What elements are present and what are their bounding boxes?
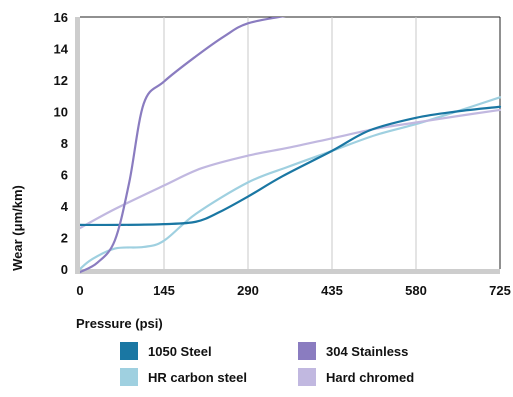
x-tick-label: 290 bbox=[237, 283, 259, 298]
x-axis-bar bbox=[75, 269, 500, 274]
legend-label: 304 Stainless bbox=[326, 344, 408, 359]
legend-item-hard-chromed: Hard chromed bbox=[298, 368, 414, 386]
series-line-hr-carbon-steel bbox=[80, 96, 502, 271]
y-axis-title: Wear (μm/km) bbox=[10, 185, 25, 271]
legend: 1050 Steel 304 Stainless HR carbon steel Ha… bbox=[120, 342, 414, 386]
x-axis-title: Pressure (psi) bbox=[76, 316, 163, 331]
legend-label: Hard chromed bbox=[326, 370, 414, 385]
y-tick-label: 8 bbox=[61, 136, 68, 151]
y-tick-label: 14 bbox=[54, 42, 69, 57]
x-tick-labels: 0 145 290 435 580 725 bbox=[76, 283, 510, 298]
y-tick-label: 6 bbox=[61, 168, 68, 183]
series-line-hard-chromed bbox=[80, 108, 502, 230]
legend-swatch bbox=[298, 368, 316, 386]
y-tick-label: 4 bbox=[61, 199, 69, 214]
legend-label: 1050 Steel bbox=[148, 344, 212, 359]
legend-item-304-stainless: 304 Stainless bbox=[298, 342, 408, 360]
y-tick-label: 16 bbox=[54, 10, 68, 25]
series-lines bbox=[80, 17, 502, 274]
y-tick-label: 10 bbox=[54, 105, 68, 120]
legend-swatch bbox=[120, 342, 138, 360]
x-tick-label: 580 bbox=[405, 283, 427, 298]
x-tick-label: 725 bbox=[489, 283, 511, 298]
series-line-1050-steel bbox=[80, 105, 502, 227]
legend-swatch bbox=[298, 342, 316, 360]
y-tick-label: 2 bbox=[61, 231, 68, 246]
series-line-304-stainless bbox=[80, 17, 286, 274]
legend-swatch bbox=[120, 368, 138, 386]
y-tick-label: 0 bbox=[61, 262, 68, 277]
legend-item-hr-carbon-steel: HR carbon steel bbox=[120, 368, 247, 386]
x-tick-label: 435 bbox=[321, 283, 343, 298]
plot-frame bbox=[75, 16, 501, 274]
y-tick-labels: 0 2 4 6 8 10 12 14 16 bbox=[54, 10, 69, 277]
x-tick-label: 145 bbox=[153, 283, 175, 298]
legend-label: HR carbon steel bbox=[148, 370, 247, 385]
y-axis-bar bbox=[75, 17, 80, 274]
legend-item-1050-steel: 1050 Steel bbox=[120, 342, 212, 360]
x-tick-label: 0 bbox=[76, 283, 83, 298]
y-tick-label: 12 bbox=[54, 73, 68, 88]
gridlines bbox=[163, 17, 417, 269]
